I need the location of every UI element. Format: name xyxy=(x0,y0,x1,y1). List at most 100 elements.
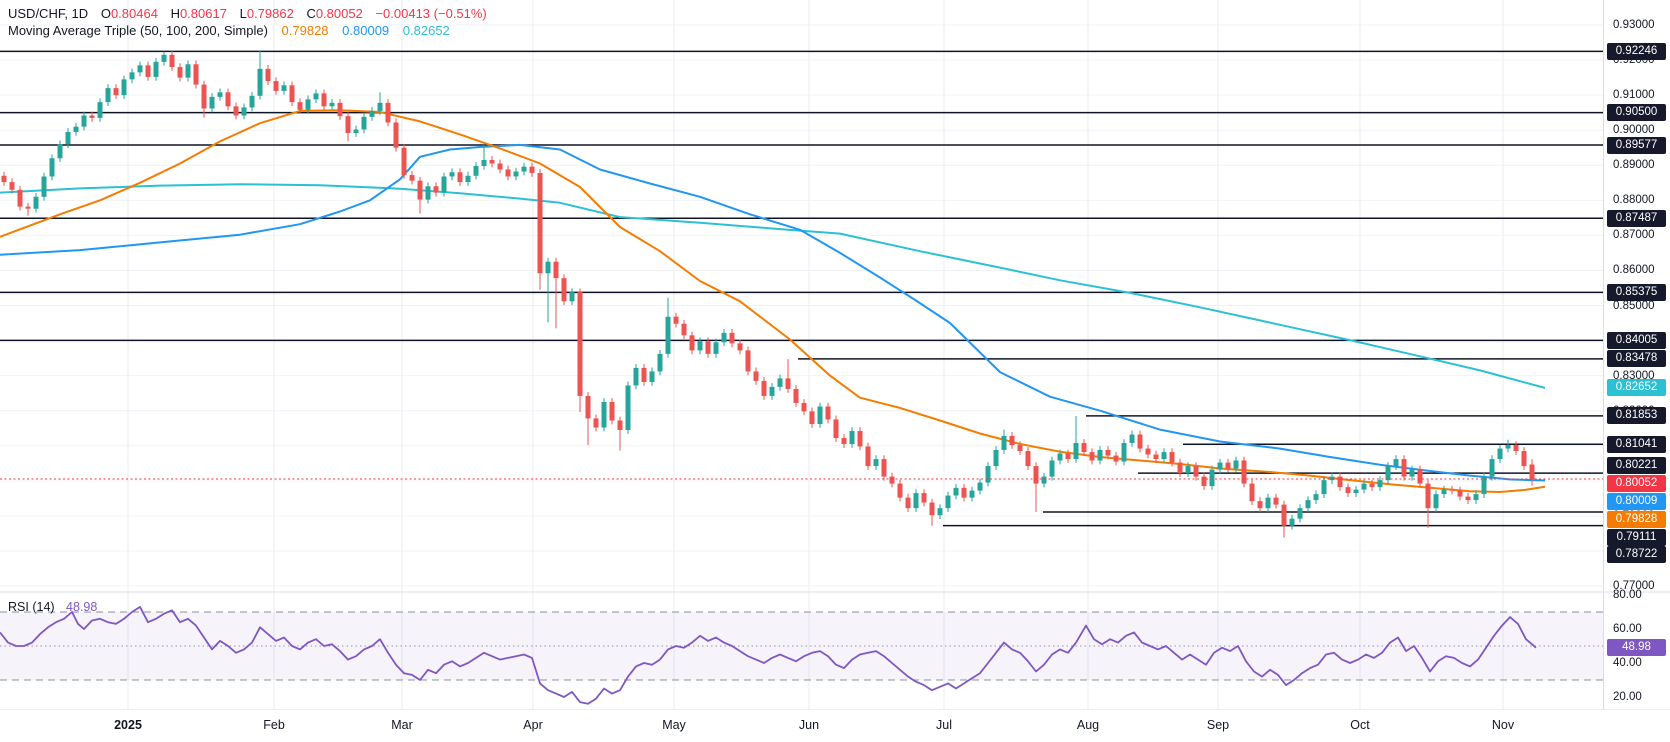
candle xyxy=(569,292,575,302)
rsi-name: RSI xyxy=(8,600,29,614)
rsi-params: (14) xyxy=(32,600,55,614)
time-label: Jul xyxy=(936,718,952,732)
price-badge: 0.87487 xyxy=(1607,209,1666,227)
candle xyxy=(705,341,711,354)
candle xyxy=(1425,483,1431,509)
candle xyxy=(313,93,319,100)
candle xyxy=(121,79,127,96)
candle xyxy=(721,332,727,343)
candle xyxy=(1457,490,1463,497)
candle xyxy=(969,490,975,498)
ohlc-open: O0.80464 xyxy=(100,6,158,21)
candle xyxy=(225,92,231,107)
axis-tick-label: 40.00 xyxy=(1613,657,1642,669)
candle xyxy=(161,54,167,62)
candle xyxy=(369,110,375,117)
candle xyxy=(641,367,647,382)
candle xyxy=(649,371,655,382)
candle xyxy=(1297,508,1303,519)
time-label: Nov xyxy=(1491,718,1515,732)
candle xyxy=(449,172,455,177)
candle xyxy=(633,367,639,386)
axis-tick-label: 0.85000 xyxy=(1613,299,1655,312)
price-badge: 0.90500 xyxy=(1607,104,1666,122)
candle xyxy=(689,335,695,351)
candle xyxy=(137,65,143,73)
candle xyxy=(289,85,295,103)
candle xyxy=(1049,460,1055,477)
candle xyxy=(1105,449,1111,456)
price-badge: 0.79111 xyxy=(1607,528,1666,546)
candle xyxy=(1241,460,1247,484)
candle xyxy=(297,102,303,110)
candle xyxy=(1313,494,1319,501)
candle xyxy=(809,411,815,425)
time-label: Sep xyxy=(1206,718,1230,732)
candle xyxy=(585,395,591,419)
candle xyxy=(857,431,863,447)
candle xyxy=(153,61,159,77)
price-badge: 0.79828 xyxy=(1607,510,1666,528)
candle xyxy=(65,131,71,145)
candle xyxy=(953,487,959,496)
candle xyxy=(561,278,567,302)
time-label: Oct xyxy=(1350,718,1370,732)
candle xyxy=(1409,469,1415,477)
candle xyxy=(537,172,543,274)
candle xyxy=(1145,448,1151,455)
sma50-line xyxy=(0,109,1546,493)
candle xyxy=(1113,455,1119,462)
sma100-value: 0.80009 xyxy=(342,23,390,38)
time-axis[interactable]: 2025 Feb Mar Apr May Jun Jul Aug Sep Oct Nov xyxy=(0,710,1670,742)
rsi-indicator-label[interactable]: RSI (14) 48.98 xyxy=(8,600,97,614)
candle xyxy=(305,99,311,110)
time-label: May xyxy=(662,718,686,732)
price-badge: 0.81853 xyxy=(1607,407,1666,425)
gridlines xyxy=(0,0,1603,710)
candle xyxy=(553,261,559,279)
axis-tick-label: 0.86000 xyxy=(1613,264,1655,277)
candle xyxy=(145,65,151,77)
axis-tick-label: 20.00 xyxy=(1613,691,1642,703)
sma200-value: 0.82652 xyxy=(402,23,450,38)
candle xyxy=(977,482,983,491)
candle xyxy=(1017,445,1023,452)
time-label: Feb xyxy=(263,718,285,732)
candle xyxy=(1449,489,1455,491)
sma200-line xyxy=(0,183,1546,389)
candle xyxy=(1001,435,1007,450)
candle xyxy=(233,106,239,116)
change-value: −0.00413 (−0.51%) xyxy=(375,6,487,21)
candle xyxy=(993,449,999,467)
candle xyxy=(921,493,927,503)
time-label: Jun xyxy=(798,718,820,732)
candle xyxy=(89,115,95,118)
price-badge: 0.83478 xyxy=(1607,350,1666,368)
candle xyxy=(1377,480,1383,488)
candle xyxy=(217,92,223,97)
symbol-title[interactable]: USD/CHF, 1D xyxy=(8,6,89,21)
candle xyxy=(1281,504,1287,526)
candle xyxy=(401,147,407,176)
rsi-badge: 48.98 xyxy=(1607,639,1666,657)
candle xyxy=(105,88,111,103)
candle xyxy=(1417,469,1423,484)
candle xyxy=(945,495,951,509)
candle xyxy=(849,431,855,444)
candle xyxy=(513,171,519,177)
candle xyxy=(785,378,791,389)
candle xyxy=(129,72,135,80)
indicator-title[interactable]: Moving Average Triple (50, 100, 200, Sim… xyxy=(8,23,268,38)
candle xyxy=(177,67,183,78)
candle xyxy=(1,175,7,183)
candle xyxy=(745,350,751,372)
candle xyxy=(273,81,279,91)
axis-tick-label: 80.00 xyxy=(1613,589,1642,601)
candle xyxy=(113,88,119,96)
candle xyxy=(1217,462,1223,470)
candle xyxy=(1185,466,1191,474)
price-axis[interactable]: 0.93000 0.92000 0.91000 0.90000 0.89000 0.880… xyxy=(1603,0,1670,742)
candle xyxy=(1009,435,1015,446)
